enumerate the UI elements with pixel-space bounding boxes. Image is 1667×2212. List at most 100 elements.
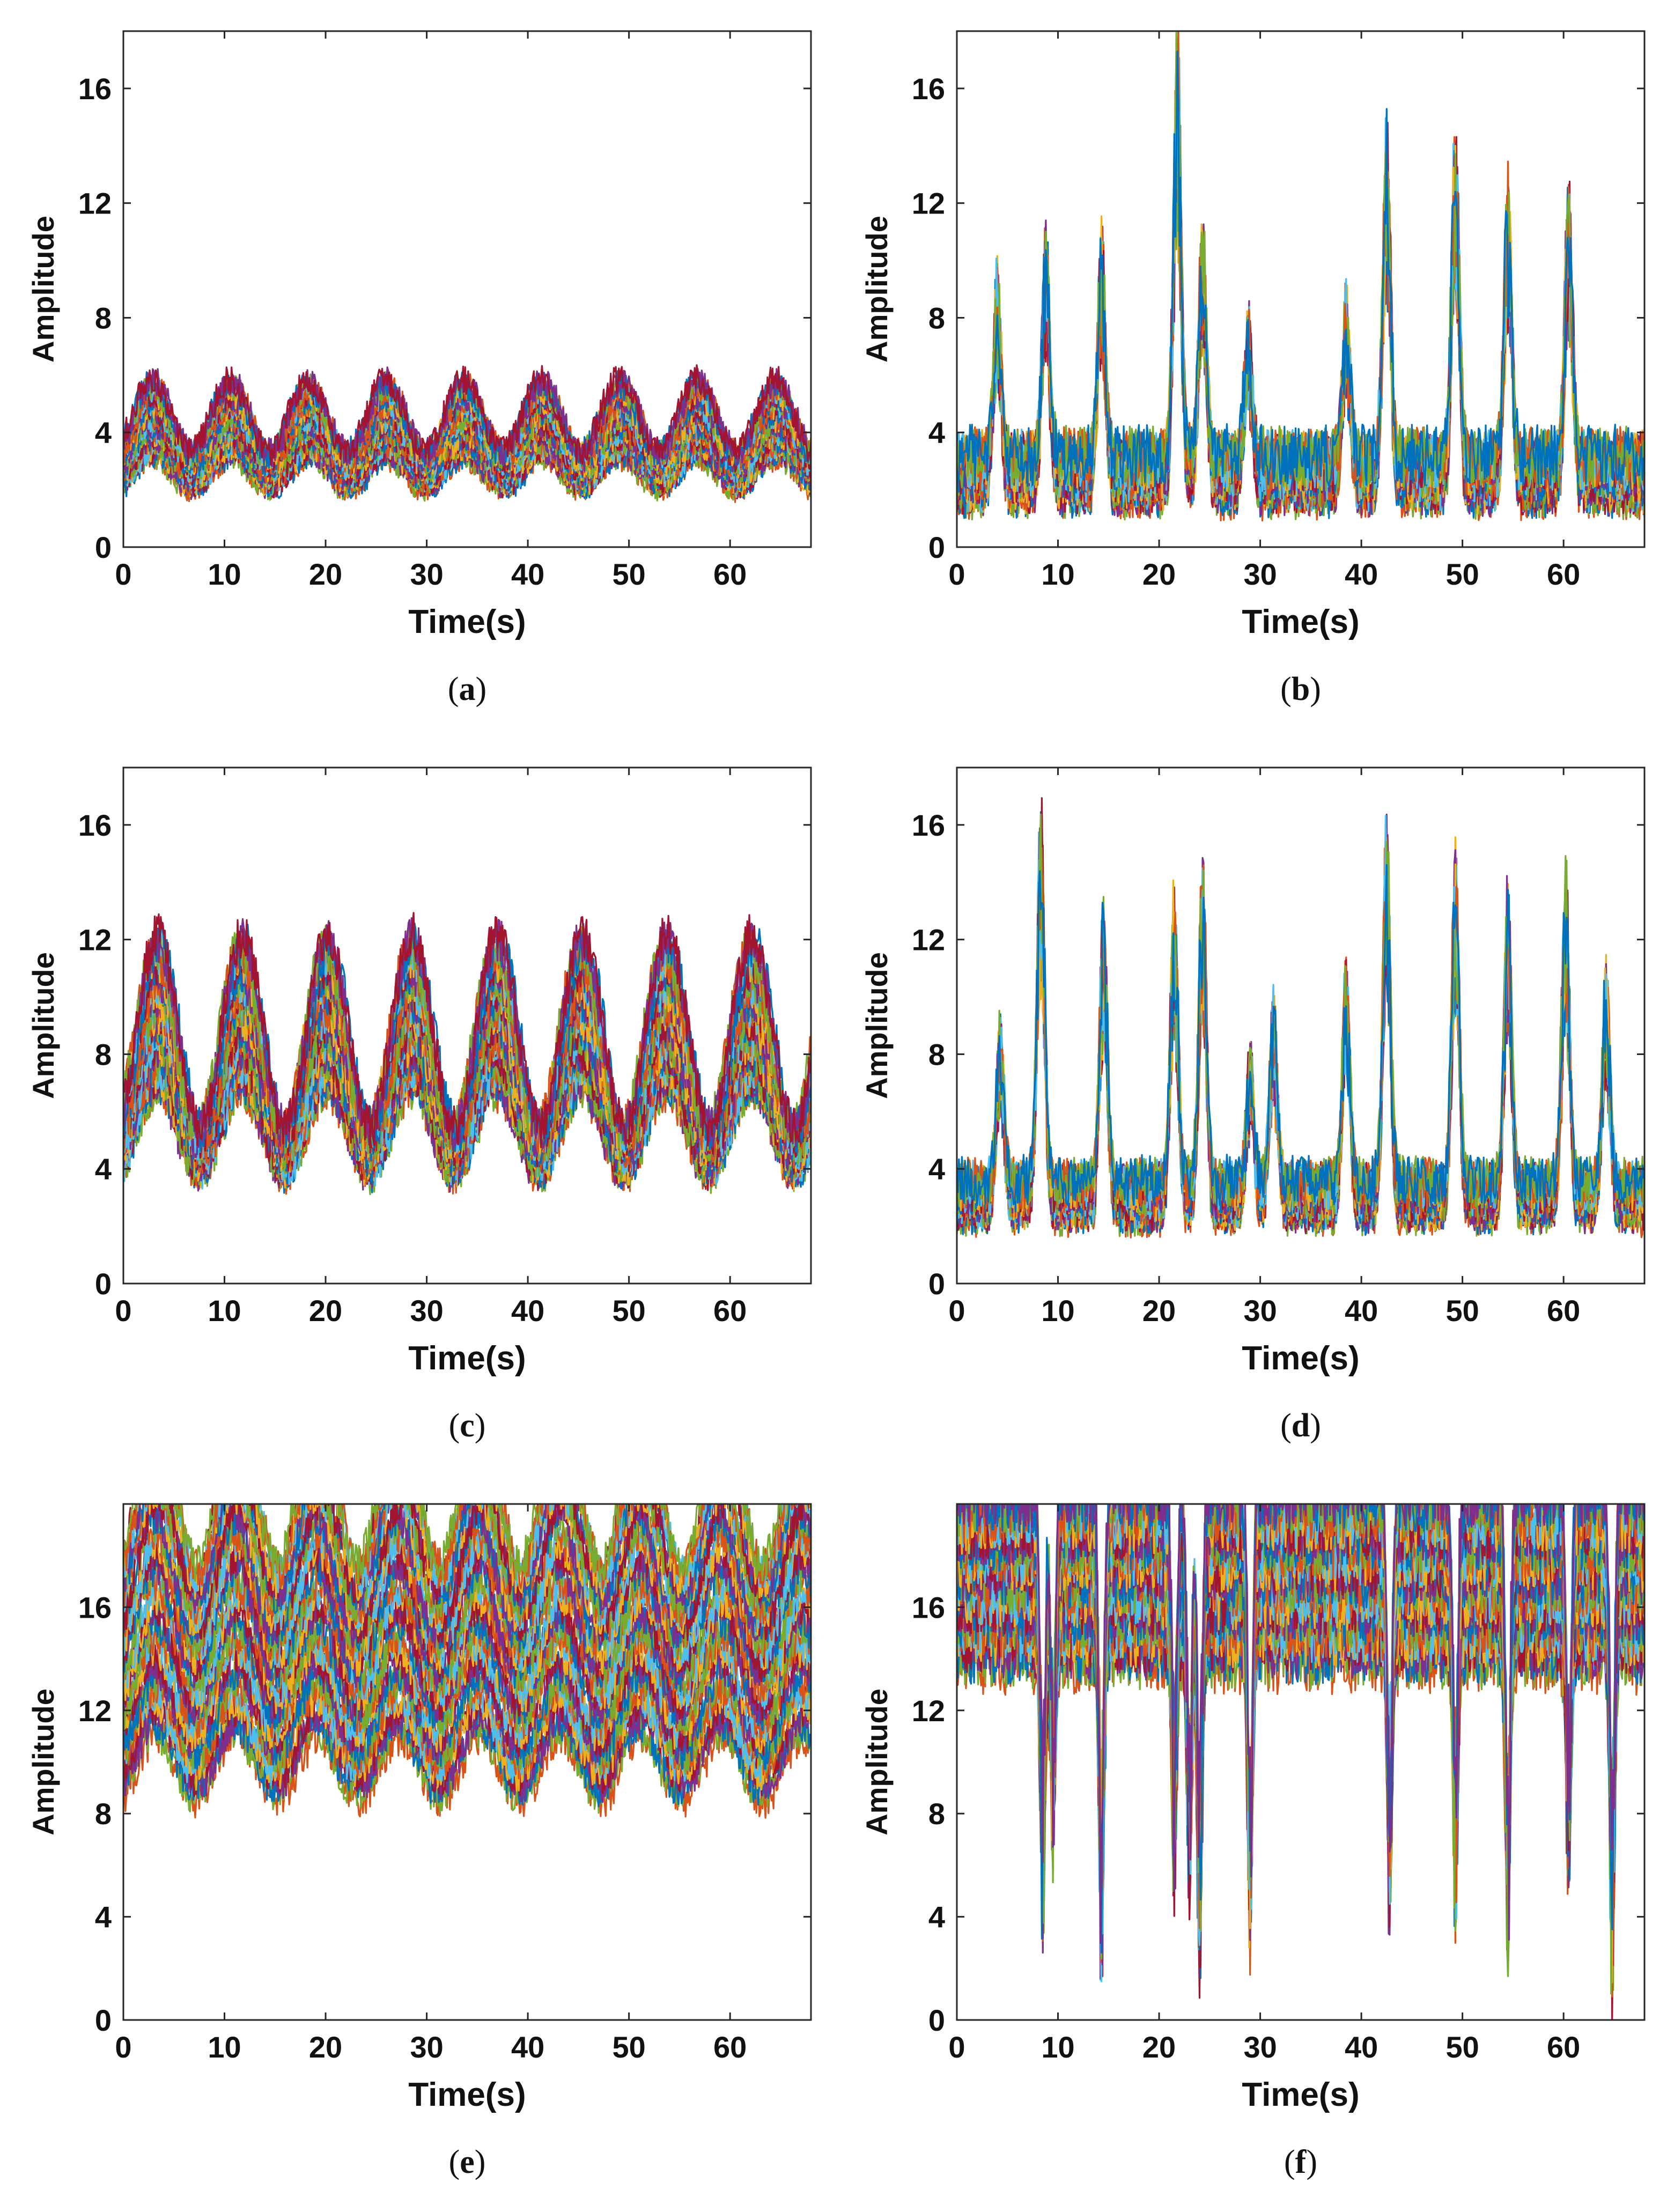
y-tick-label: 12 [912, 1694, 945, 1728]
y-tick-label: 4 [928, 416, 945, 449]
y-axis-label: Amplitude [26, 952, 60, 1099]
y-tick-label: 4 [928, 1900, 945, 1934]
y-tick-label: 12 [78, 923, 112, 957]
x-tick-label: 40 [511, 1294, 544, 1328]
caption-open: ( [449, 1407, 460, 1444]
x-tick-label: 50 [612, 2030, 645, 2064]
caption-open: ( [448, 671, 459, 707]
series-line [957, 864, 1644, 1207]
panel-caption: (d) [1280, 1407, 1321, 1444]
series-line [123, 1504, 788, 1590]
x-tick-label: 10 [1041, 2030, 1074, 2064]
panel-d: 0 10 20 30 40 50 60 0 4 8 12 16 Time(s) Amplitude (d) [833, 736, 1667, 1473]
series-line [123, 380, 811, 474]
caption-close: ) [475, 2144, 486, 2180]
caption-letter: e [460, 2144, 475, 2180]
series-line [123, 1504, 789, 1601]
caption-close: ) [1310, 1407, 1321, 1444]
axes-frame [956, 1503, 1646, 2021]
panel-a: 0 10 20 30 40 50 60 0 4 8 12 16 Time(s) Amplitude (a) [0, 0, 833, 736]
axes-frame [956, 30, 1646, 548]
series-line [123, 1504, 782, 1585]
x-tick-label: 20 [309, 2030, 342, 2064]
x-tick-label: 20 [1142, 557, 1176, 591]
y-tick-label: 0 [95, 2003, 112, 2037]
x-axis-label: Time(s) [1242, 603, 1359, 640]
caption-close: ) [1310, 671, 1321, 707]
y-tick-label: 0 [928, 530, 945, 564]
y-tick-label: 16 [912, 72, 945, 106]
y-tick-label: 12 [912, 187, 945, 220]
x-tick-label: 50 [1445, 1294, 1479, 1328]
panel-b: 0 10 20 30 40 50 60 0 4 8 12 16 Time(s) Amplitude (b) [833, 0, 1667, 736]
panel-caption: (c) [449, 1407, 486, 1444]
panel-caption: (b) [1280, 671, 1321, 707]
axes-frame [956, 766, 1646, 1285]
y-tick-label: 0 [95, 530, 112, 564]
x-tick-label: 50 [1445, 2030, 1479, 2064]
series-line [957, 1504, 1644, 1944]
y-tick-label: 8 [928, 301, 945, 335]
x-tick-label: 0 [948, 1294, 965, 1328]
x-axis-label: Time(s) [408, 1340, 526, 1377]
x-tick-label: 30 [1243, 557, 1277, 591]
x-tick-label: 10 [208, 557, 241, 591]
x-tick-label: 30 [410, 557, 443, 591]
x-axis-label: Time(s) [408, 603, 526, 640]
caption-open: ( [1284, 2144, 1295, 2180]
series-line [123, 1538, 811, 1689]
series-line [123, 1504, 811, 1644]
y-tick-label: 8 [928, 1797, 945, 1831]
y-tick-label: 8 [95, 301, 112, 335]
caption-letter: f [1295, 2144, 1307, 2180]
caption-close: ) [476, 671, 487, 707]
panel-caption: (e) [449, 2144, 486, 2180]
y-tick-label: 8 [928, 1037, 945, 1071]
y-tick-label: 12 [78, 187, 112, 220]
caption-open: ( [449, 2144, 460, 2180]
series-group [123, 364, 811, 503]
x-axis-label: Time(s) [408, 2076, 526, 2113]
axes-frame [122, 30, 812, 548]
series-line [123, 1504, 786, 1596]
y-tick-label: 16 [78, 72, 112, 106]
y-axis-label: Amplitude [860, 952, 894, 1099]
x-tick-label: 60 [1547, 1294, 1580, 1328]
axes-frame [122, 1503, 812, 2021]
x-tick-label: 0 [115, 557, 131, 591]
y-tick-label: 0 [928, 2003, 945, 2037]
series-line [957, 1504, 1644, 1995]
x-tick-label: 50 [1445, 557, 1479, 591]
panel-f: 0 10 20 30 40 50 60 0 4 8 12 16 Time(s) Amplitude (f) [833, 1473, 1667, 2209]
caption-close: ) [1306, 2144, 1317, 2180]
chart-e: 0 10 20 30 40 50 60 0 4 8 12 16 Time(s) Amplitude (e) [26, 1503, 812, 2180]
x-tick-label: 30 [410, 2030, 443, 2064]
x-tick-label: 60 [1547, 557, 1580, 591]
series-line [123, 1504, 793, 1616]
y-tick-label: 16 [78, 1590, 112, 1624]
y-tick-label: 4 [95, 1900, 112, 1934]
x-tick-label: 0 [948, 2030, 965, 2064]
y-tick-label: 4 [95, 1152, 112, 1186]
chart-d: 0 10 20 30 40 50 60 0 4 8 12 16 Time(s) Amplitude (d) [860, 766, 1646, 1444]
y-axis-label: Amplitude [26, 1689, 60, 1835]
series-line [957, 50, 1644, 488]
series-group [123, 1504, 811, 1819]
chart-a: 0 10 20 30 40 50 60 0 4 8 12 16 Time(s) Amplitude (a) [26, 30, 812, 707]
y-axis-label: Amplitude [860, 216, 894, 363]
x-tick-label: 30 [1243, 2030, 1277, 2064]
caption-letter: c [460, 1407, 475, 1444]
x-tick-label: 10 [1041, 1294, 1074, 1328]
series-group [957, 31, 1644, 522]
x-tick-label: 60 [713, 1294, 747, 1328]
series-group [957, 1504, 1644, 2020]
series-line [123, 1649, 811, 1770]
y-tick-label: 8 [95, 1797, 112, 1831]
panel-c: 0 10 20 30 40 50 60 0 4 8 12 16 Time(s) Amplitude (c) [0, 736, 833, 1473]
series-line [123, 912, 811, 1149]
x-tick-label: 40 [511, 2030, 544, 2064]
x-tick-label: 40 [1345, 2030, 1378, 2064]
x-tick-label: 0 [115, 2030, 131, 2064]
y-tick-label: 12 [912, 923, 945, 957]
